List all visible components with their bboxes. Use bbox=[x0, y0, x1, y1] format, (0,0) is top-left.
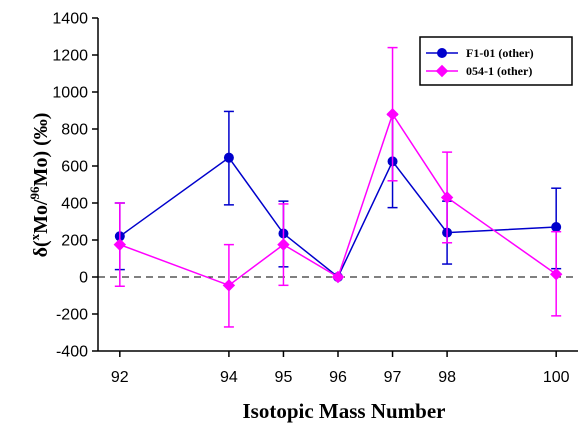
legend-marker bbox=[435, 64, 449, 78]
y-tick-label: 400 bbox=[61, 196, 88, 213]
y-tick-label: 600 bbox=[61, 159, 88, 176]
x-tick-label: 98 bbox=[438, 369, 456, 386]
y-tick-label: 1200 bbox=[52, 48, 88, 65]
axes: 1400 1200 1000 800 600 400 200 0 -200 -400 92 94 95 9… bbox=[52, 11, 578, 386]
legend-marker bbox=[437, 48, 447, 58]
y-axis-title-mid: Mo/ bbox=[30, 199, 52, 234]
data-point bbox=[277, 238, 290, 251]
x-axis-title: Isotopic Mass Number bbox=[243, 399, 446, 423]
y-tick-label: 800 bbox=[61, 122, 88, 139]
legend: F1-01 (other) 054-1 (other) bbox=[419, 36, 573, 86]
data-point bbox=[549, 268, 563, 281]
y-tick-label: 0 bbox=[79, 270, 88, 287]
y-tick-label: 200 bbox=[61, 233, 88, 250]
data-point bbox=[331, 270, 345, 284]
y-axis-title-suffix: Mo) (‰) bbox=[30, 113, 52, 187]
y-tick-label: 1400 bbox=[52, 11, 88, 28]
data-point bbox=[223, 152, 234, 163]
data-point bbox=[222, 279, 236, 292]
x-tick-label: 95 bbox=[275, 369, 293, 386]
y-tick-label: 1000 bbox=[52, 85, 88, 102]
data-point bbox=[551, 222, 562, 233]
x-tick-label: 94 bbox=[220, 369, 238, 386]
series-2 bbox=[113, 46, 563, 328]
series-group bbox=[113, 46, 563, 328]
y-axis-title-sup2: 96 bbox=[27, 186, 42, 200]
legend-items: F1-01 (other) 054-1 (other) bbox=[426, 46, 534, 78]
x-tick-label: 97 bbox=[384, 369, 402, 386]
data-point bbox=[113, 238, 127, 251]
x-tick-label: 96 bbox=[329, 369, 347, 386]
data-point bbox=[440, 191, 454, 204]
legend-box bbox=[419, 36, 573, 86]
y-tick-label: -200 bbox=[56, 307, 88, 324]
legend-label: F1-01 (other) bbox=[466, 46, 534, 60]
series-line bbox=[119, 156, 557, 279]
x-tick-label: 92 bbox=[111, 369, 129, 386]
series-line bbox=[119, 112, 557, 287]
data-point bbox=[386, 107, 399, 121]
series-1 bbox=[114, 110, 562, 282]
x-tick-label: 100 bbox=[543, 369, 570, 386]
y-tick-label: -400 bbox=[56, 344, 88, 361]
y-axis-title: δ(xMo/96Mo) (‰) bbox=[27, 113, 52, 258]
y-axis-title-sup1: x bbox=[27, 233, 42, 240]
legend-label: 054-1 (other) bbox=[466, 64, 532, 78]
